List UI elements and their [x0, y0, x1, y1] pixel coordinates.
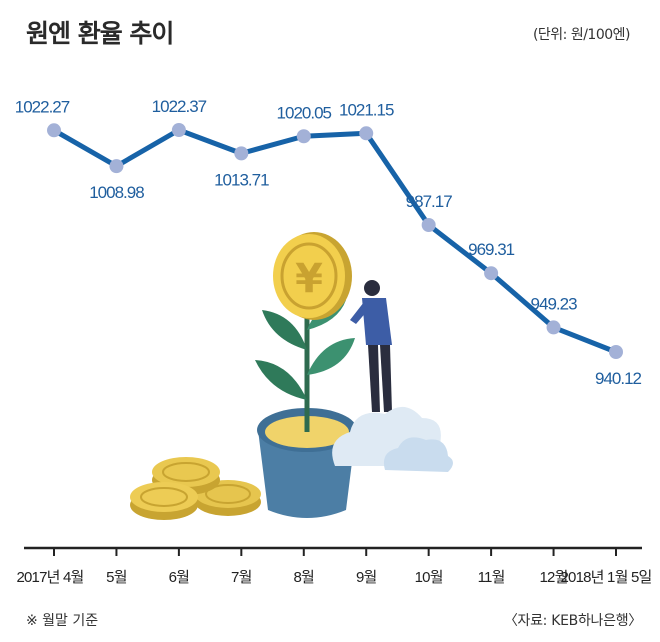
chart-title: 원엔 환율 추이	[26, 19, 174, 48]
cloud-shape	[332, 406, 453, 472]
data-point	[609, 345, 623, 359]
data-point	[109, 159, 124, 174]
data-label: 1022.37	[152, 97, 207, 116]
yen-coin-plant-illustration: ¥	[130, 232, 453, 520]
x-tick-label: 5월	[106, 569, 127, 586]
x-tick-label: 8월	[294, 569, 315, 586]
data-point	[421, 218, 436, 233]
x-tick-label: 2017년 4월	[16, 569, 83, 586]
x-tick-label: 7월	[231, 569, 252, 586]
data-label: 1020.05	[277, 103, 332, 122]
x-tick-label: 10월	[415, 569, 443, 586]
data-label: 940.12	[595, 369, 642, 388]
exchange-rate-line	[51, 127, 619, 355]
unit-label: (단위: 원/100엔)	[532, 27, 631, 43]
x-tick-label: 2018년 1월 5일	[561, 569, 652, 586]
yen-coin-icon: ¥	[273, 232, 352, 320]
data-labels: 1022.27 1008.98 1022.37 1013.71 1020.05 1021.…	[15, 97, 643, 388]
yen-coin-stack	[130, 457, 261, 520]
source-label: 〈자료: KEB하나은행〉	[503, 613, 642, 629]
data-label: 969.31	[468, 240, 515, 259]
data-label: 1013.71	[214, 170, 269, 189]
data-point	[546, 320, 561, 335]
plant	[255, 300, 355, 432]
x-tick-label: 12월	[540, 569, 568, 586]
data-point	[171, 123, 186, 137]
data-label: 949.23	[531, 294, 578, 313]
data-point	[47, 123, 61, 138]
data-label: 1022.27	[15, 97, 70, 116]
data-point	[484, 266, 499, 281]
data-point	[234, 146, 249, 161]
data-label: 1021.15	[339, 100, 394, 119]
svg-text:¥: ¥	[295, 256, 323, 302]
data-label: 987.17	[406, 192, 453, 211]
businessman-figure	[350, 280, 392, 412]
data-markers	[47, 123, 623, 359]
x-axis-ticks	[53, 548, 617, 556]
data-label: 1008.98	[89, 183, 144, 202]
x-tick-label: 11월	[478, 569, 505, 586]
data-point	[296, 129, 311, 144]
x-tick-label: 9월	[356, 569, 377, 586]
data-point	[359, 126, 374, 141]
footnote: ※ 월말 기준	[26, 613, 99, 629]
x-tick-label: 6월	[169, 569, 190, 586]
